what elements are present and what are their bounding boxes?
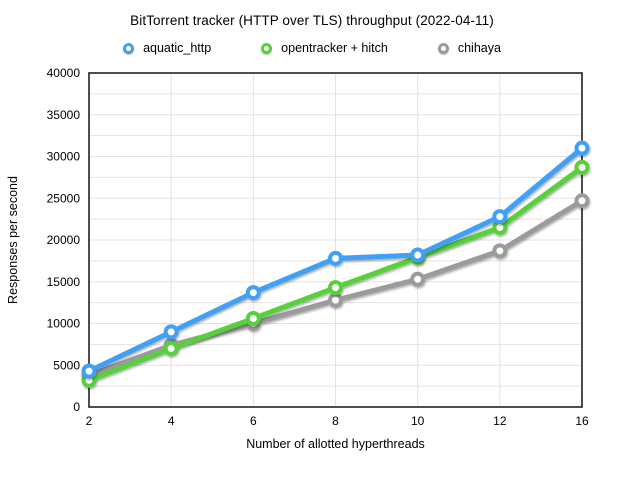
data-point (163, 324, 179, 340)
y-tick-label: 10000 (47, 317, 81, 331)
y-tick-label: 15000 (47, 275, 81, 289)
data-point (163, 341, 179, 357)
y-tick-label: 20000 (47, 233, 81, 247)
series-aquatic_http (81, 140, 590, 379)
legend-marker-icon (261, 42, 273, 54)
data-point (574, 159, 590, 175)
x-axis-title: Number of allotted hyperthreads (246, 437, 425, 451)
legend-marker-icon (123, 42, 135, 54)
legend-label: chihaya (457, 41, 501, 55)
data-point (574, 193, 590, 209)
data-point (492, 243, 508, 259)
y-tick-label: 25000 (47, 191, 81, 205)
data-point (410, 271, 426, 287)
legend-item-opentracker-hitch: opentracker + hitch (261, 41, 388, 55)
legend-marker-icon (437, 42, 449, 54)
data-point (574, 140, 590, 156)
x-tick-label: 2 (86, 414, 93, 428)
y-tick-label: 5000 (53, 358, 80, 372)
legend-item-chihaya: chihaya (437, 41, 501, 55)
data-point (328, 250, 343, 266)
x-tick-label: 6 (250, 414, 257, 428)
data-point (81, 363, 97, 379)
data-point (328, 280, 343, 296)
y-tick-label: 40000 (47, 66, 81, 80)
data-point (328, 292, 343, 308)
plot-border (88, 72, 583, 408)
y-tick-label: 35000 (47, 108, 81, 122)
data-point (245, 310, 261, 326)
y-axis-title: Responses per second (6, 176, 20, 304)
x-tick-label: 8 (332, 414, 339, 428)
data-point (410, 247, 426, 263)
x-tick-label: 12 (493, 414, 507, 428)
chart-legend: aquatic_http opentracker + hitch chihaya (0, 41, 624, 55)
x-tick-label: 4 (168, 414, 175, 428)
legend-label: aquatic_http (143, 41, 212, 55)
data-point (492, 209, 508, 225)
x-tick-label: 10 (411, 414, 425, 428)
y-tick-label: 30000 (47, 150, 81, 164)
data-point (245, 285, 261, 301)
x-tick-label: 16 (575, 414, 589, 428)
y-tick-label: 0 (73, 400, 80, 414)
legend-item-aquatic-http: aquatic_http (123, 41, 211, 55)
legend-label: opentracker + hitch (281, 41, 388, 55)
chart-title: BitTorrent tracker (HTTP over TLS) throu… (130, 13, 494, 28)
